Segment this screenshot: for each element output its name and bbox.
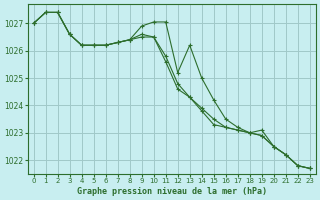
X-axis label: Graphe pression niveau de la mer (hPa): Graphe pression niveau de la mer (hPa) — [77, 187, 267, 196]
